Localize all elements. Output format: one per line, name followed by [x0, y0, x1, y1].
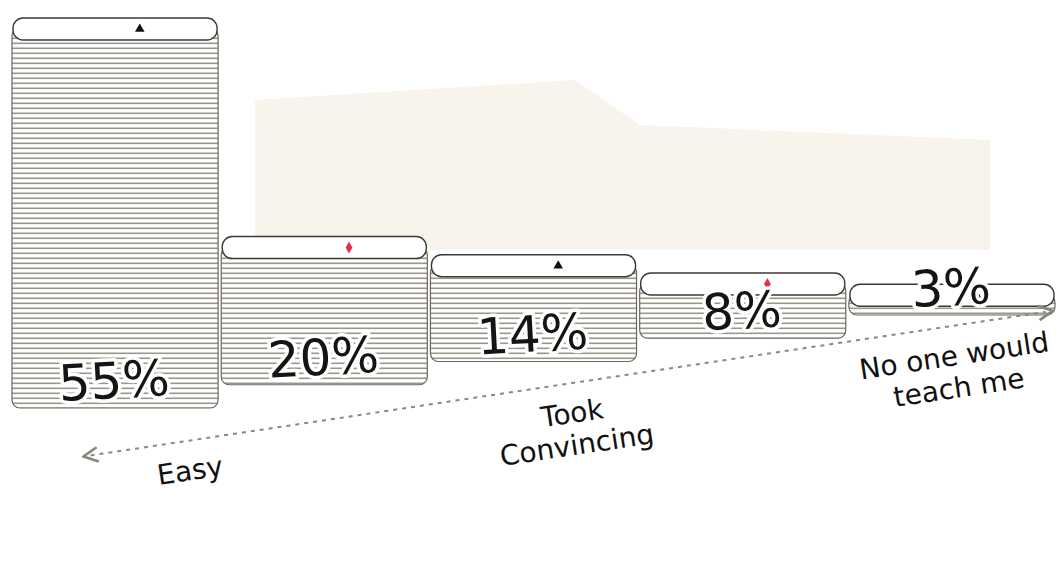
data-label: 20%	[266, 326, 380, 390]
data-labels: 55% 20% 14% 8% 3%	[57, 257, 992, 413]
card-suit	[135, 23, 145, 31]
tick-label: Easy	[155, 449, 225, 491]
background-shape	[255, 80, 990, 250]
data-label: 3%	[910, 257, 992, 319]
card-top	[222, 237, 426, 259]
x-axis: Easy TookConvincing No one wouldteach me	[91, 312, 1058, 533]
tick: Easy	[155, 449, 225, 491]
tick-label: No one wouldteach me	[857, 325, 1056, 418]
data-label: 55%	[57, 349, 171, 413]
card-stack	[12, 18, 218, 408]
tick-label-line: Easy	[155, 449, 225, 491]
tick-label-line: Convincing	[498, 417, 656, 473]
tick: TookConvincing	[493, 385, 656, 473]
tick-label: TookConvincing	[493, 385, 656, 473]
tick-label-line: teach me	[891, 362, 1026, 414]
data-label: 14%	[476, 303, 590, 367]
plot-area	[12, 18, 1055, 408]
chart: 55% 20% 14% 8% 3% Easy TookConvincing No one wo…	[0, 0, 1062, 561]
data-label: 8%	[701, 280, 783, 342]
card-top	[431, 255, 635, 277]
card-top	[13, 18, 217, 40]
card-suit	[346, 242, 353, 254]
tick: No one wouldteach me	[857, 325, 1056, 418]
card-suit	[553, 260, 563, 268]
